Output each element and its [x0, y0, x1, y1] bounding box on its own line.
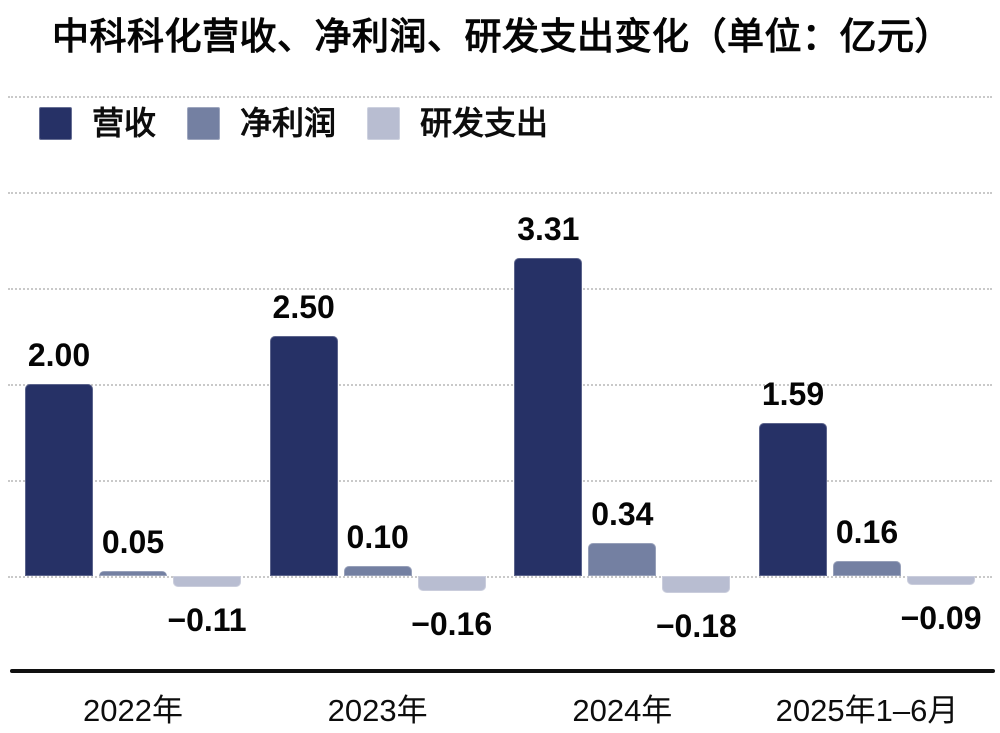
value-label: 3.31 [517, 211, 580, 248]
x-axis-label: 2022年 [83, 693, 183, 728]
chart-title: 中科科化营收、净利润、研发支出变化（单位：亿元） [52, 16, 952, 57]
value-label: 1.59 [761, 376, 825, 413]
x-axis-line [10, 669, 995, 673]
value-label: 0.34 [591, 496, 654, 533]
bar [588, 543, 657, 576]
x-axis-label: 2025年1–6月 [775, 693, 959, 728]
legend-label: 净利润 [240, 105, 337, 141]
gridline [8, 288, 992, 290]
value-label: 0.10 [346, 519, 409, 556]
legend-label: 研发支出 [420, 105, 549, 141]
bar [907, 576, 975, 585]
value-label: −0.09 [900, 599, 982, 636]
bar [759, 423, 827, 576]
gridline [8, 384, 992, 386]
x-axis-label: 2024年 [572, 693, 673, 728]
gridline [8, 480, 992, 482]
value-label: 0.05 [101, 524, 165, 561]
legend-item: 研发支出 [367, 107, 548, 140]
value-label: 0.16 [835, 513, 899, 550]
bar [662, 576, 731, 594]
value-label: 2.50 [272, 289, 335, 325]
bar [514, 258, 583, 576]
legend-item: 净利润 [187, 107, 336, 140]
bar [25, 384, 93, 576]
legend-swatch-icon [367, 107, 401, 140]
gridline [8, 576, 992, 578]
value-label: −0.18 [655, 608, 737, 645]
bar [99, 571, 167, 576]
legend-swatch-icon [187, 107, 221, 140]
legend-label: 营收 [92, 105, 157, 141]
value-label: −0.11 [167, 601, 247, 638]
bar [833, 560, 901, 576]
gridline [8, 192, 992, 194]
legend-item: 营收 [39, 107, 156, 140]
bar [417, 576, 486, 592]
x-axis-label: 2023年 [327, 693, 428, 728]
legend-swatch-icon [39, 107, 72, 140]
bar [269, 336, 338, 576]
bar [343, 566, 412, 576]
gridline [8, 96, 992, 98]
value-label: 2.00 [27, 337, 91, 373]
bar [173, 576, 241, 587]
value-label: −0.16 [411, 606, 493, 643]
legend: 营收 净利润 研发支出 [39, 107, 548, 140]
